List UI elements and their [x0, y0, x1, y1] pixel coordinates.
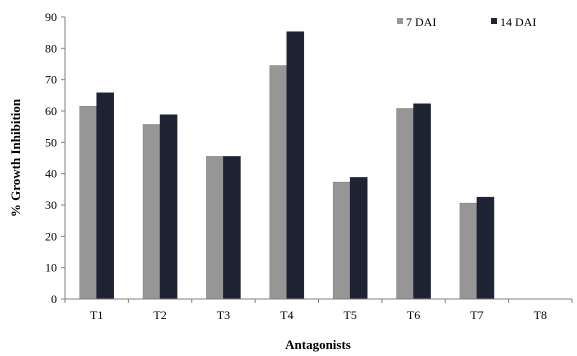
x-tick-label: T1 [90, 308, 103, 322]
y-tick-label: 10 [45, 261, 57, 275]
bar-t7-14dai [476, 196, 495, 300]
y-tick-label: 30 [45, 198, 57, 212]
x-axis-title: Antagonists [285, 337, 351, 352]
y-tick-label: 0 [51, 292, 57, 306]
bar-t6-7dai [396, 108, 414, 300]
bar-t3-14dai [223, 156, 241, 300]
bar-t6-14dai [413, 103, 431, 300]
y-axis-title: % Growth Inhibition [8, 98, 23, 217]
x-tick-label: T4 [280, 308, 293, 322]
bar-t3-7dai [206, 156, 224, 300]
x-tick-label: T5 [344, 308, 357, 322]
bar-t7-7dai [459, 202, 478, 300]
legend-swatch-14dai [491, 18, 497, 24]
bar-t2-7dai [142, 124, 161, 300]
x-tick-label: T6 [407, 308, 420, 322]
x-tick-label: T8 [534, 308, 547, 322]
bar-t5-7dai [332, 181, 351, 300]
legend: 7 DAI 14 DAI [397, 15, 536, 29]
legend-label-14dai: 14 DAI [500, 15, 536, 29]
bars [79, 31, 495, 300]
y-tick-label: 80 [45, 41, 57, 55]
x-ticks: T1 T2 T3 T4 T5 T6 T7 T8 [64, 299, 573, 322]
legend-label-7dai: 7 DAI [406, 15, 436, 29]
bar-t5-14dai [349, 177, 368, 300]
bar-t4-14dai [286, 31, 305, 300]
bar-t4-7dai [269, 65, 288, 300]
y-tick-label: 50 [45, 135, 57, 149]
x-tick-label: T3 [217, 308, 230, 322]
y-tick-label: 40 [45, 167, 57, 181]
y-tick-label: 70 [45, 73, 57, 87]
y-tick-label: 20 [45, 229, 57, 243]
x-tick-label: T2 [153, 308, 166, 322]
bar-t1-7dai [79, 106, 97, 300]
y-tick-label: 60 [45, 104, 57, 118]
bar-t2-14dai [159, 114, 178, 300]
legend-swatch-7dai [397, 18, 403, 24]
y-ticks: 0 10 20 30 40 50 60 70 80 90 [45, 10, 65, 306]
bar-t1-14dai [96, 92, 114, 300]
y-tick-label: 90 [45, 10, 57, 24]
x-tick-label: T7 [470, 308, 483, 322]
